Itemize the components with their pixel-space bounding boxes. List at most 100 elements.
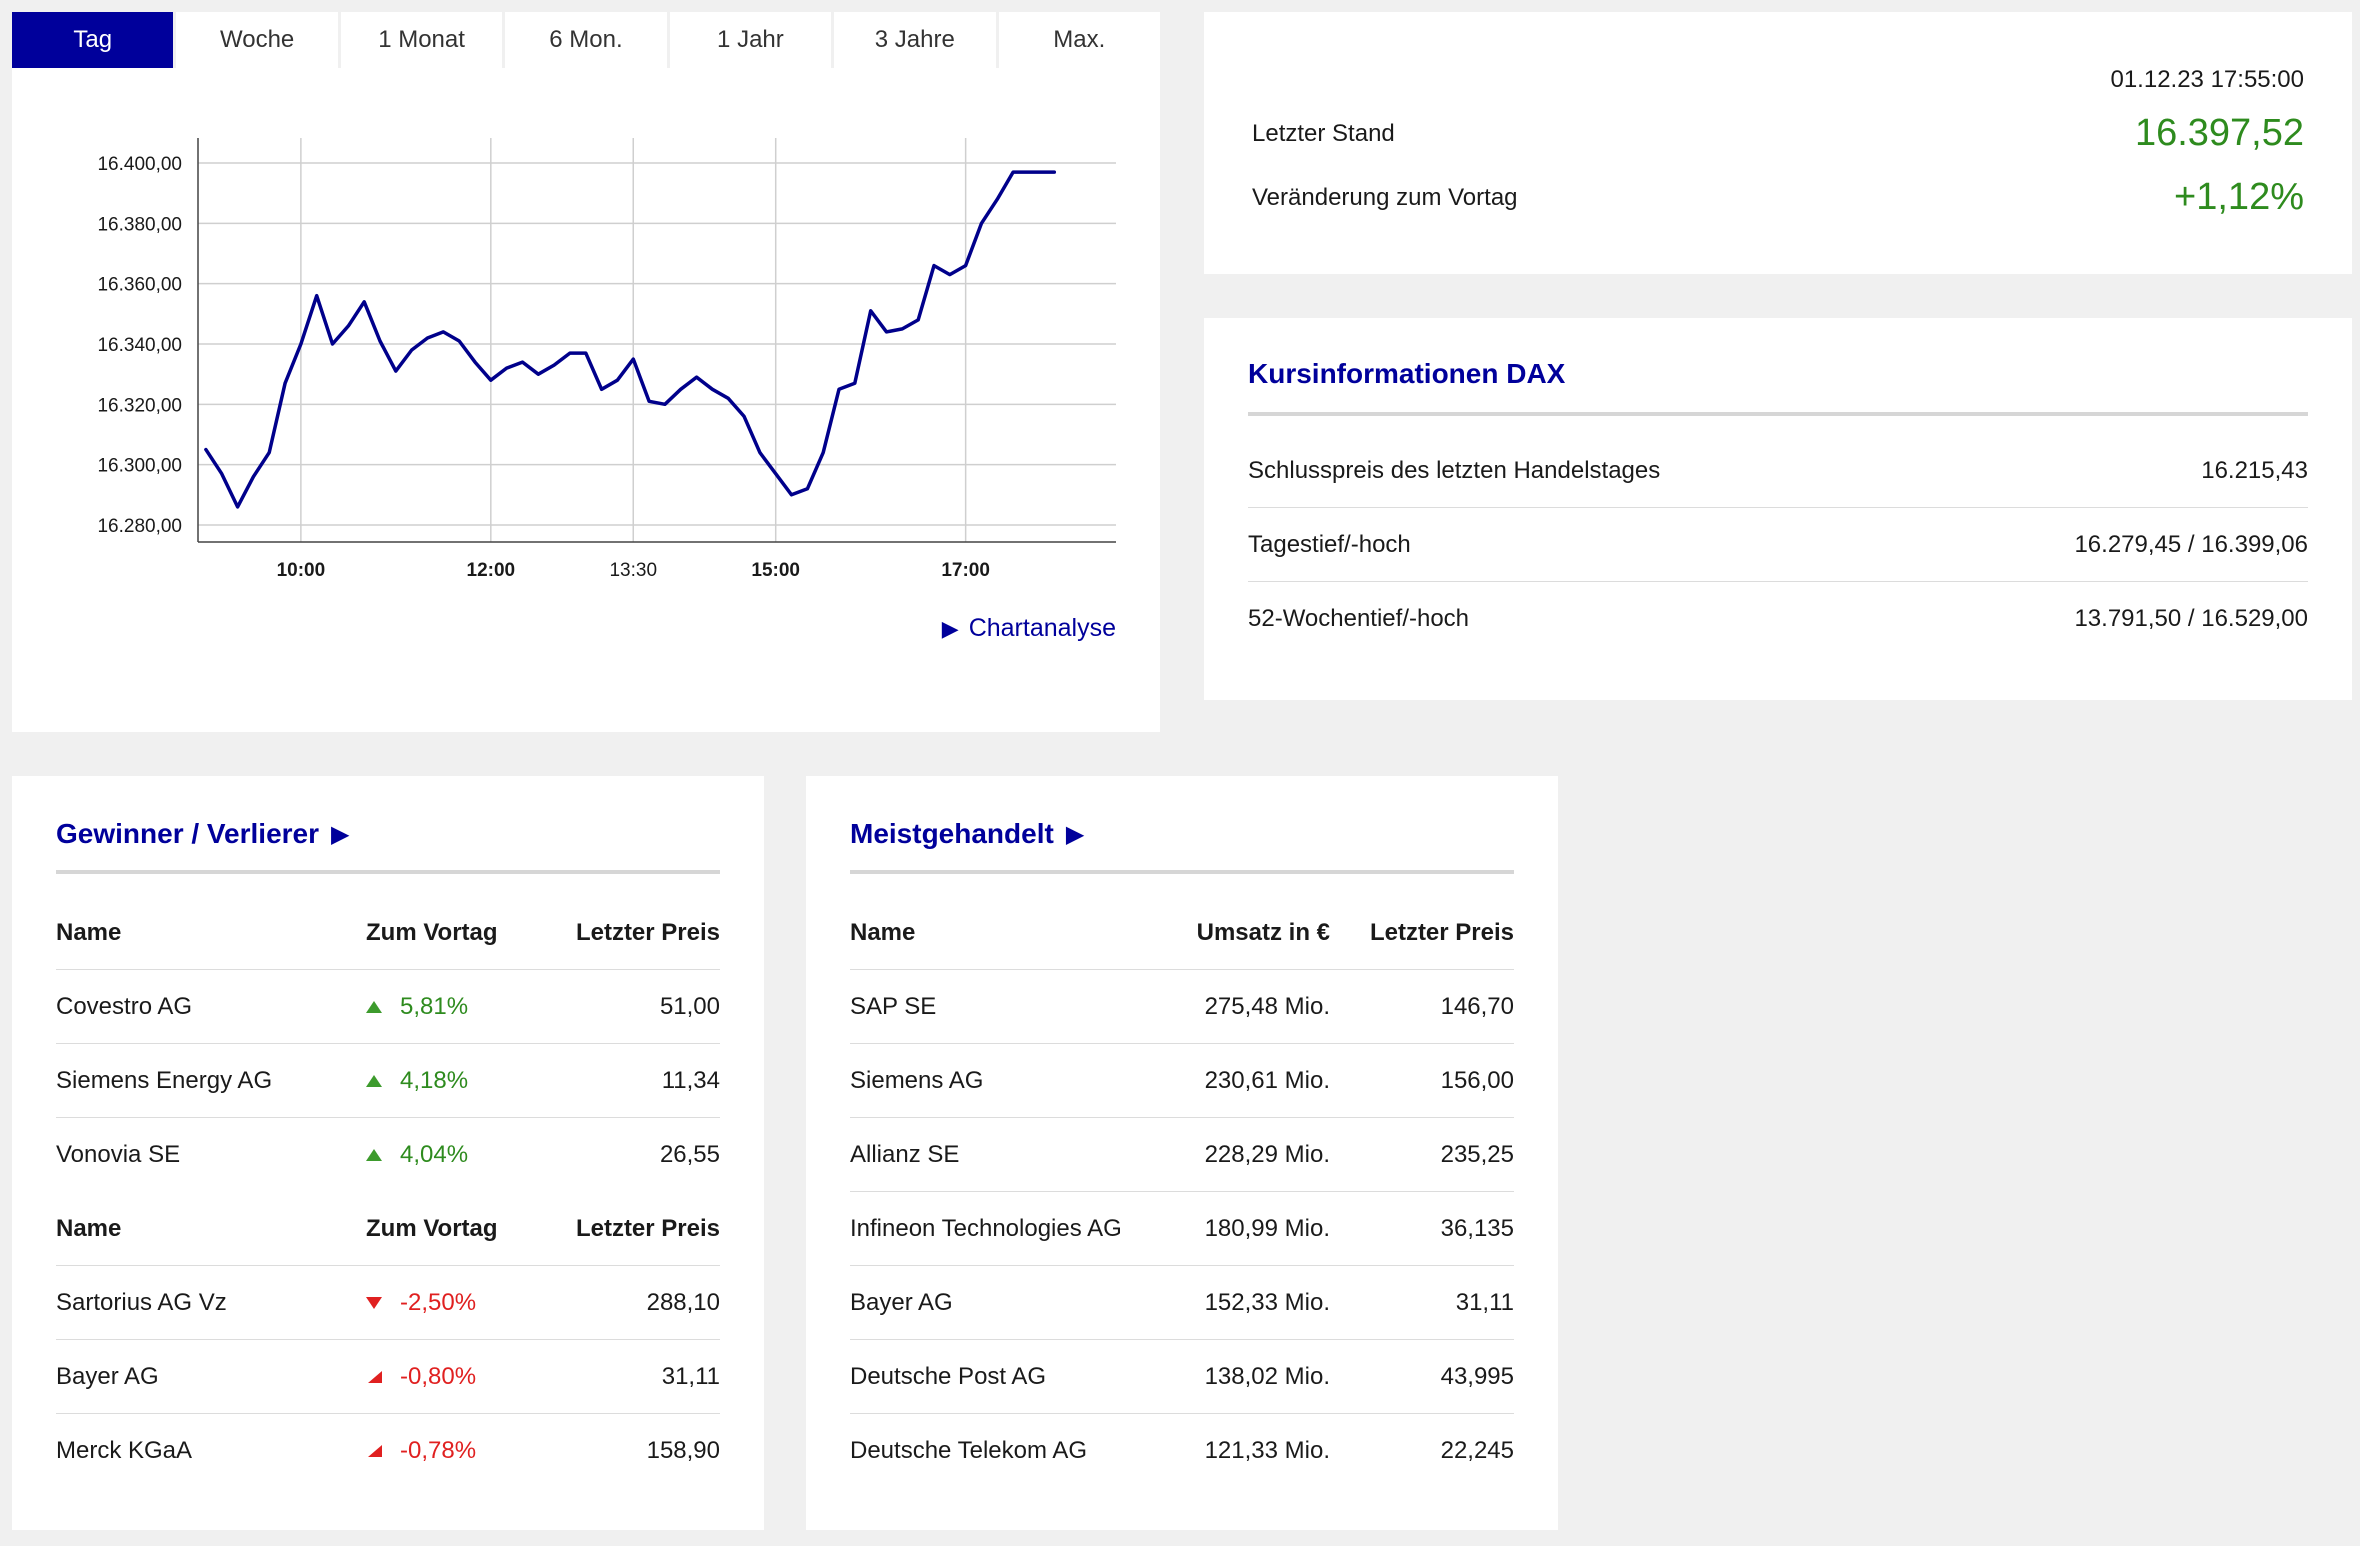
stock-name[interactable]: Deutsche Telekom AG (850, 1437, 1088, 1464)
triangle-up-icon (366, 1149, 382, 1161)
last-price: 146,70 (1440, 992, 1514, 1020)
range-tabs: Tag Woche 1 Monat 6 Mon. 1 Jahr 3 Jahre … (12, 12, 1160, 68)
tab-max[interactable]: Max. (998, 12, 1160, 68)
most-traded-link[interactable]: Meistgehandelt ▶ (850, 818, 1084, 850)
volume: 180,99 Mio. (1204, 1214, 1330, 1242)
x-tick-label: 17:00 (941, 560, 990, 581)
stock-name[interactable]: Siemens Energy AG (56, 1066, 273, 1094)
gainers-losers-panel: Gewinner / Verlierer ▶ Name Zum Vortag L… (12, 776, 764, 1530)
table-row[interactable]: Infineon Technologies AG 180,99 Mio. 36,… (850, 1192, 1514, 1266)
volume: 228,29 Mio. (1204, 1140, 1330, 1168)
info-value: 16.215,43 (2201, 456, 2308, 484)
last-price: 43,995 (1440, 1362, 1514, 1390)
tab-tag[interactable]: Tag (12, 12, 174, 68)
chartanalyse-link[interactable]: ▶ Chartanalyse (942, 614, 1116, 643)
last-value: 16.397,52 (2134, 112, 2304, 154)
most-traded-table: Name Umsatz in € Letzter Preis SAP SE 27… (850, 896, 1514, 1488)
last-price: 235,25 (1440, 1140, 1514, 1168)
table-row[interactable]: Siemens Energy AG 4,18% 11,34 (56, 1044, 720, 1118)
tab-6-mon[interactable]: 6 Mon. (505, 12, 667, 68)
column-header-change: Zum Vortag (366, 1214, 498, 1242)
gainers-losers-table: Name Zum Vortag Letzter Preis Covestro A… (56, 896, 720, 1488)
last-price: 288,10 (646, 1288, 720, 1316)
stock-name[interactable]: Deutsche Post AG (850, 1362, 1047, 1390)
play-triangle-icon: ▶ (331, 820, 350, 848)
most-traded-panel: Meistgehandelt ▶ Name Umsatz in € Letzte… (806, 776, 1558, 1530)
y-tick-label: 16.380,00 (97, 214, 182, 235)
table-row[interactable]: Deutsche Post AG 138,02 Mio. 43,995 (850, 1340, 1514, 1414)
change-label: Veränderung zum Vortag (1252, 183, 1518, 211)
last-price: 22,245 (1440, 1437, 1514, 1464)
info-label: 52-Wochentief/-hoch (1248, 605, 1470, 632)
triangle-up-icon (366, 1074, 382, 1087)
y-tick-label: 16.340,00 (97, 335, 182, 356)
table-header: Name Umsatz in € Letzter Preis (850, 896, 1514, 970)
stock-name[interactable]: SAP SE (850, 992, 937, 1020)
table-row[interactable]: Deutsche Telekom AG 121,33 Mio. 22,245 (850, 1414, 1514, 1488)
change-percent: -0,80% (400, 1362, 477, 1390)
info-label: Schlusspreis des letzten Handelstages (1248, 456, 1661, 484)
column-header-price: Letzter Preis (575, 1214, 720, 1242)
x-tick-label: 15:00 (751, 560, 800, 581)
price-info-panel: Kursinformationen DAX Schlusspreis des l… (1204, 318, 2352, 700)
stock-name[interactable]: Sartorius AG Vz (56, 1288, 227, 1316)
play-triangle-icon: ▶ (1065, 820, 1085, 848)
stock-name[interactable]: Bayer AG (850, 1288, 953, 1316)
last-price: 158,90 (646, 1437, 720, 1464)
change-value: +1,12% (2174, 176, 2304, 218)
table-row[interactable]: SAP SE 275,48 Mio. 146,70 (850, 970, 1514, 1044)
x-tick-label: 12:00 (467, 560, 516, 581)
volume: 230,61 Mio. (1204, 1066, 1330, 1094)
gainers-losers-link[interactable]: Gewinner / Verlierer ▶ (56, 818, 350, 850)
stock-name[interactable]: Merck KGaA (56, 1437, 193, 1464)
column-header-name: Name (56, 918, 122, 946)
last-price: 11,34 (661, 1066, 720, 1094)
stock-name[interactable]: Vonovia SE (56, 1141, 181, 1168)
table-row[interactable]: Siemens AG 230,61 Mio. 156,00 (850, 1044, 1514, 1118)
divider (850, 870, 1514, 874)
gainers-losers-title: Gewinner / Verlierer (56, 818, 320, 849)
column-header-volume: Umsatz in € (1196, 918, 1330, 946)
tab-1-jahr[interactable]: 1 Jahr (669, 12, 832, 68)
info-value: 13.791,50 / 16.529,00 (2074, 605, 2308, 632)
change-row: Veränderung zum Vortag +1,12% (1252, 176, 2304, 219)
dax-price-line (204, 170, 1057, 509)
price-info-title: Kursinformationen DAX (1248, 358, 1566, 389)
tab-woche[interactable]: Woche (176, 12, 338, 68)
change-percent: 5,81% (400, 992, 469, 1020)
table-row[interactable]: Allianz SE 228,29 Mio. 235,25 (850, 1118, 1514, 1192)
table-row[interactable]: Bayer AG -0,80% 31,11 (56, 1340, 720, 1414)
volume: 121,33 Mio. (1204, 1437, 1330, 1464)
stock-name[interactable]: Bayer AG (56, 1362, 159, 1390)
column-header-change: Zum Vortag (366, 918, 498, 946)
table-row[interactable]: Merck KGaA -0,78% 158,90 (56, 1414, 720, 1488)
column-header-name: Name (850, 918, 916, 946)
info-row-52-week-range: 52-Wochentief/-hoch 13.791,50 / 16.529,0… (1248, 582, 2308, 656)
table-row[interactable]: Sartorius AG Vz -2,50% 288,10 (56, 1266, 720, 1340)
stock-name[interactable]: Allianz SE (850, 1140, 960, 1168)
stock-name[interactable]: Siemens AG (850, 1066, 984, 1094)
triangle-down-right-icon (368, 1370, 382, 1383)
table-row[interactable]: Bayer AG 152,33 Mio. 31,11 (850, 1266, 1514, 1340)
stock-name[interactable]: Covestro AG (56, 992, 193, 1020)
change-percent: -2,50% (400, 1288, 477, 1316)
tab-1-monat[interactable]: 1 Monat (340, 12, 503, 68)
x-tick-label: 10:00 (277, 560, 326, 581)
info-label: Tagestief/-hoch (1248, 530, 1411, 558)
volume: 138,02 Mio. (1204, 1362, 1330, 1390)
last-price: 31,11 (661, 1362, 720, 1390)
triangle-up-icon (366, 1000, 382, 1013)
volume: 152,33 Mio. (1204, 1288, 1330, 1316)
change-percent: 4,04% (400, 1141, 469, 1168)
tab-3-jahre[interactable]: 3 Jahre (834, 12, 996, 68)
info-row-previous-close: Schlusspreis des letzten Handelstages 16… (1248, 434, 2308, 508)
x-tick-label: 13:30 (609, 560, 657, 581)
table-row[interactable]: Vonovia SE 4,04% 26,55 (56, 1118, 720, 1192)
column-header-name: Name (56, 1214, 122, 1242)
last-price: 51,00 (659, 992, 720, 1020)
chartanalyse-label: Chartanalyse (968, 614, 1116, 642)
last-price: 156,00 (1440, 1066, 1514, 1094)
y-tick-label: 16.400,00 (97, 154, 182, 175)
table-row[interactable]: Covestro AG 5,81% 51,00 (56, 970, 720, 1044)
stock-name[interactable]: Infineon Technologies AG (850, 1214, 1122, 1242)
